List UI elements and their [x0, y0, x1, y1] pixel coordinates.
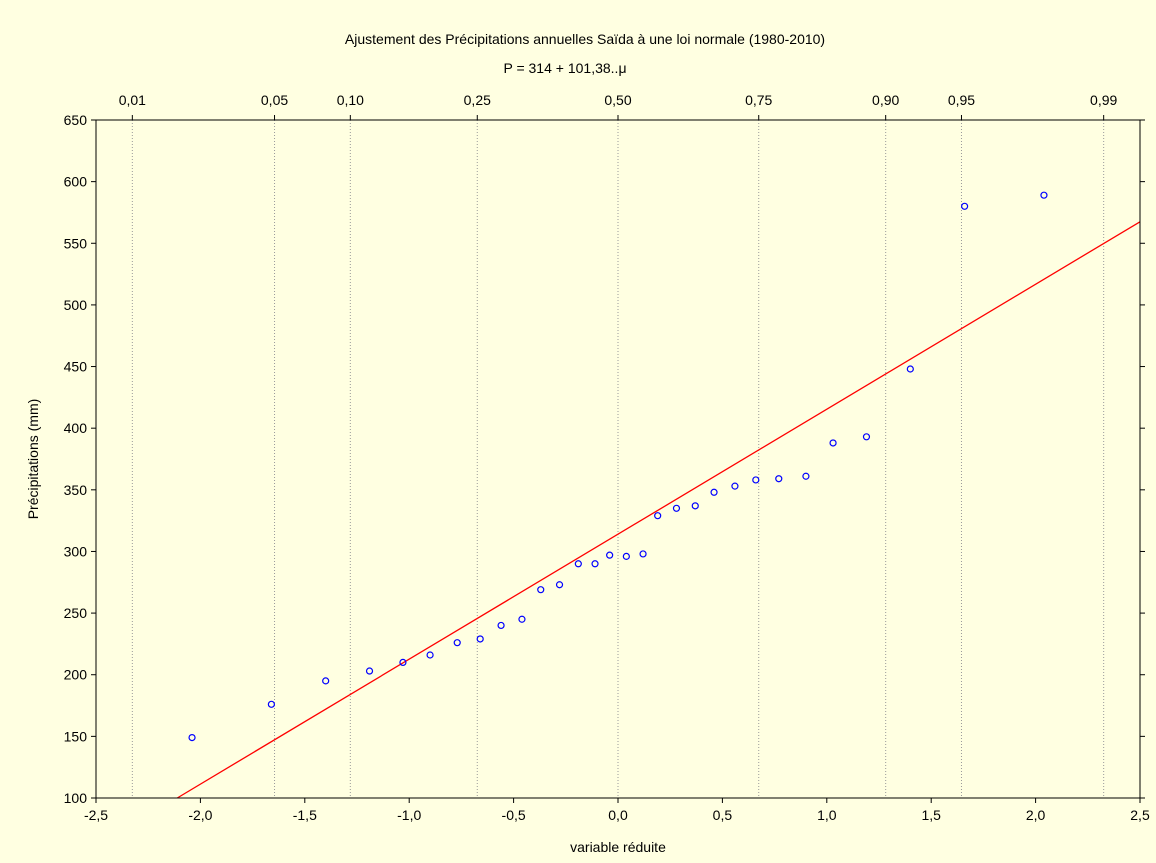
x-tick-label: 0,0: [608, 807, 628, 823]
data-point: [654, 512, 662, 520]
data-point: [322, 677, 330, 685]
x-tick-label: 0,5: [713, 807, 733, 823]
y-tick-label: 200: [64, 667, 88, 683]
x-tick-label: 1,5: [921, 807, 941, 823]
probability-tick-label: 0,05: [261, 92, 288, 108]
data-point: [453, 639, 461, 647]
data-point: [606, 551, 614, 559]
y-tick-label: 250: [64, 605, 88, 621]
data-point: [710, 488, 718, 496]
data-point: [691, 502, 699, 510]
probability-tick-label: 0,75: [745, 92, 772, 108]
x-tick-label: 2,0: [1026, 807, 1046, 823]
data-point: [574, 560, 582, 568]
y-tick-label: 550: [64, 235, 88, 251]
y-axis-ticks: 100 150 200 250 300 350 400 450 500 550 600 650: [64, 112, 1145, 806]
data-point: [802, 472, 810, 480]
chart-title: Ajustement des Précipitations annuelles …: [345, 31, 825, 47]
data-points: [188, 191, 1048, 742]
y-tick-label: 600: [64, 174, 88, 190]
data-point: [267, 700, 275, 708]
data-point: [426, 651, 434, 659]
probability-tick-label: 0,01: [119, 92, 146, 108]
y-tick-label: 650: [64, 112, 88, 128]
data-point: [731, 482, 739, 490]
x-tick-label: -2,0: [188, 807, 212, 823]
data-point: [365, 667, 374, 675]
probability-axis-ticks: 0,01 0,05 0,10 0,25 0,50 0,75 0,90 0,95 0,99: [119, 92, 1118, 120]
x-tick-label: 1,0: [817, 807, 837, 823]
data-point: [775, 475, 783, 483]
probability-grid: [131, 120, 1105, 798]
data-point: [1040, 191, 1048, 199]
data-point: [622, 552, 630, 560]
y-tick-label: 150: [64, 728, 88, 744]
y-axis-label: Précipitations (mm): [25, 399, 41, 520]
y-tick-label: 100: [64, 790, 88, 806]
y-tick-label: 500: [64, 297, 88, 313]
fit-line: [176, 221, 1141, 799]
probability-tick-label: 0,95: [948, 92, 975, 108]
data-point: [639, 550, 647, 558]
x-tick-label: 2,5: [1130, 807, 1150, 823]
plot-frame: [95, 119, 1141, 799]
probability-tick-label: 0,10: [337, 92, 364, 108]
x-tick-label: -0,5: [502, 807, 526, 823]
chart-subtitle: P = 314 + 101,38..μ: [503, 60, 626, 76]
data-point: [672, 504, 681, 512]
y-tick-label: 450: [64, 359, 88, 375]
y-tick-label: 350: [64, 482, 88, 498]
probability-tick-label: 0,50: [604, 92, 631, 108]
data-point: [497, 621, 505, 630]
x-axis-ticks: -2,5 -2,0 -1,5 -1,0 -0,5 0,0 0,5 1,0 1,5 2,0 2,5: [84, 798, 1150, 823]
data-point: [518, 615, 526, 623]
probability-tick-label: 0,90: [872, 92, 899, 108]
x-tick-label: -1,0: [397, 807, 421, 823]
data-point: [961, 202, 969, 210]
data-point: [591, 560, 599, 568]
data-point: [188, 733, 196, 742]
y-tick-label: 300: [64, 543, 88, 559]
probability-tick-label: 0,99: [1090, 92, 1117, 108]
y-tick-label: 400: [64, 420, 88, 436]
probability-tick-label: 0,25: [464, 92, 491, 108]
data-point: [476, 635, 484, 643]
x-axis-label: variable réduite: [570, 839, 666, 855]
data-point: [906, 365, 914, 373]
data-point: [537, 586, 545, 594]
data-point: [555, 581, 564, 589]
data-point: [862, 433, 871, 441]
data-point: [399, 658, 407, 667]
x-tick-label: -2,5: [84, 807, 108, 823]
data-point: [829, 439, 837, 447]
data-point: [752, 476, 760, 484]
x-tick-label: -1,5: [293, 807, 317, 823]
